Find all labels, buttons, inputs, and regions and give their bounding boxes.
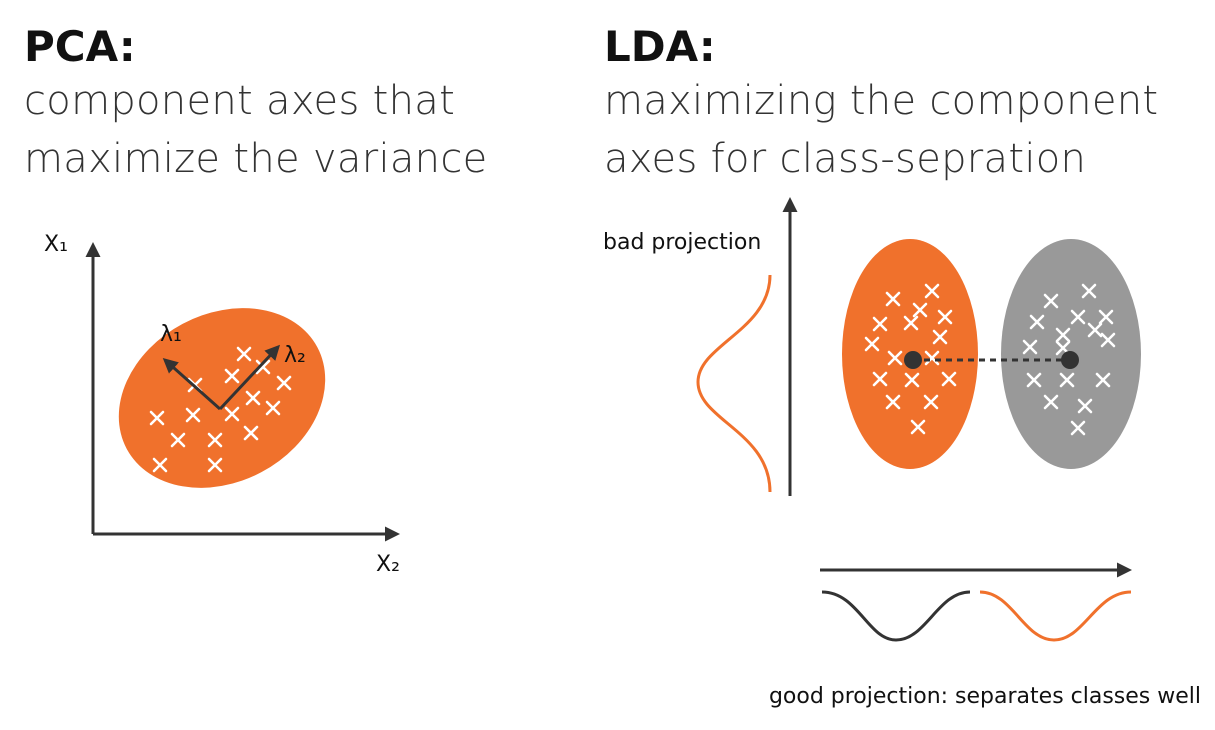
x-mark-icon: [872, 316, 888, 332]
centroid-dot-icon: [1061, 351, 1079, 369]
good-projection-label: good projection: separates classes well: [768, 684, 1201, 709]
x-mark-icon: [924, 283, 940, 299]
x-mark-icon: [1095, 372, 1111, 388]
lda-diagram: [696, 197, 1141, 642]
x-mark-icon: [924, 350, 940, 366]
x-mark-icon: [941, 371, 957, 387]
x-mark-icon: [276, 375, 292, 391]
lda-good-projection-curve-orange: [979, 590, 1132, 642]
x-mark-icon: [152, 457, 168, 473]
lda-title: LDA:: [604, 22, 716, 71]
x-mark-icon: [149, 410, 165, 426]
pca-axis-y-label: X₁: [44, 232, 68, 257]
pca-subtitle: component axes that maximize the varianc…: [24, 72, 584, 188]
pca-diagram: X₁ X₂ λ₁ λ₂: [44, 232, 400, 577]
lda-markers-gray: [1022, 283, 1116, 436]
x-mark-icon: [1029, 314, 1045, 330]
lda-subtitle: maximizing the component axes for class-…: [604, 72, 1204, 188]
x-mark-icon: [910, 419, 926, 435]
x-mark-icon: [1055, 327, 1071, 343]
pca-lambda1-vector: [162, 358, 221, 411]
x-mark-icon: [923, 394, 939, 410]
x-mark-icon: [1059, 372, 1075, 388]
x-mark-icon: [1100, 332, 1116, 348]
x-mark-icon: [887, 350, 903, 366]
x-mark-icon: [912, 302, 928, 318]
pca-lambda2-label: λ₂: [284, 343, 306, 368]
pca-lambda1-label: λ₁: [160, 322, 182, 347]
x-mark-icon: [904, 372, 920, 388]
x-mark-icon: [1022, 339, 1038, 355]
x-mark-icon: [1077, 398, 1093, 414]
lda-subtitle-line1: maximizing the component: [604, 78, 1159, 124]
lda-good-projection-curve-dark: [821, 590, 971, 642]
x-mark-icon: [937, 309, 953, 325]
x-mark-icon: [1081, 283, 1097, 299]
pca-lambda2-vector: [218, 344, 281, 411]
pca-subtitle-line2: maximize the variance: [24, 136, 488, 182]
x-mark-icon: [170, 432, 186, 448]
x-mark-icon: [255, 359, 271, 375]
x-mark-icon: [1070, 420, 1086, 436]
centroid-dot-icon: [904, 351, 922, 369]
x-mark-icon: [245, 390, 261, 406]
pca-subtitle-line1: component axes that: [24, 78, 456, 124]
x-mark-icon: [207, 432, 223, 448]
lda-subtitle-line2: axes for class-sepration: [604, 136, 1087, 182]
x-mark-icon: [1043, 394, 1059, 410]
x-mark-icon: [224, 406, 240, 422]
pca-cluster-ellipse: [118, 308, 326, 488]
lda-markers-orange: [864, 283, 957, 435]
x-mark-icon: [1098, 309, 1114, 325]
x-mark-icon: [1026, 372, 1042, 388]
x-mark-icon: [224, 368, 240, 384]
pca-title: PCA:: [24, 22, 136, 71]
lda-bad-projection-curve: [696, 274, 772, 493]
x-mark-icon: [207, 457, 223, 473]
x-mark-icon: [236, 346, 252, 362]
x-mark-icon: [1043, 293, 1059, 309]
x-mark-icon: [243, 425, 259, 441]
x-mark-icon: [885, 291, 901, 307]
pca-markers: [149, 346, 292, 473]
x-mark-icon: [903, 315, 919, 331]
x-mark-icon: [1070, 309, 1086, 325]
x-mark-icon: [1087, 322, 1103, 338]
bad-projection-label: bad projection: [603, 230, 762, 255]
pca-axis-x-label: X₂: [376, 552, 400, 577]
x-mark-icon: [885, 394, 901, 410]
x-mark-icon: [864, 336, 880, 352]
x-mark-icon: [932, 329, 948, 345]
x-mark-icon: [872, 371, 888, 387]
x-mark-icon: [185, 407, 201, 423]
x-mark-icon: [265, 400, 281, 416]
